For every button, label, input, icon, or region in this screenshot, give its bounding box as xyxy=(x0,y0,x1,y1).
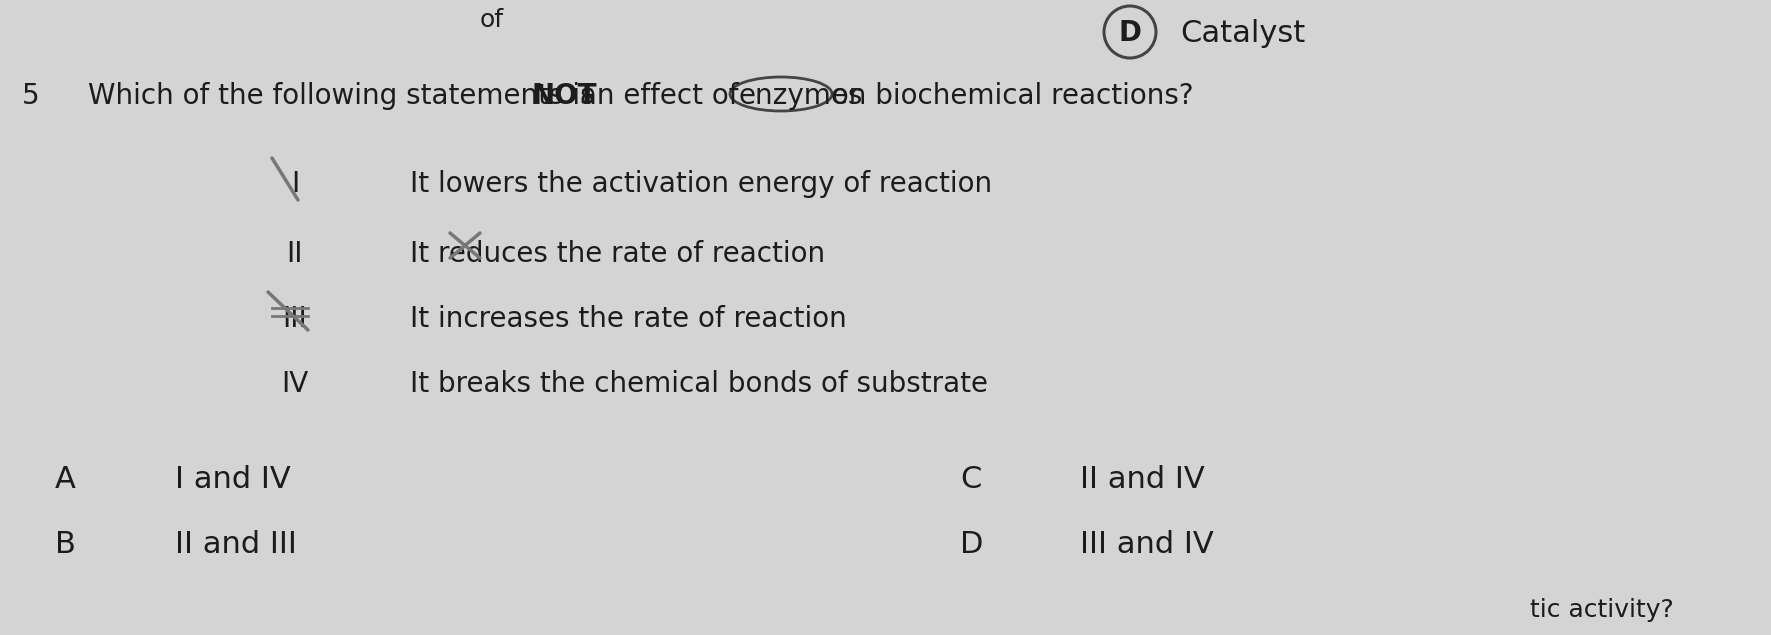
Text: It breaks the chemical bonds of substrate: It breaks the chemical bonds of substrat… xyxy=(411,370,988,398)
Text: C: C xyxy=(960,465,981,494)
Text: Catalyst: Catalyst xyxy=(1179,18,1305,48)
Text: III and IV: III and IV xyxy=(1080,530,1213,559)
Text: enzymes: enzymes xyxy=(739,82,864,110)
Text: B: B xyxy=(55,530,76,559)
Text: A: A xyxy=(55,465,76,494)
Text: III: III xyxy=(283,305,308,333)
Text: II: II xyxy=(287,240,303,268)
Text: tic activity?: tic activity? xyxy=(1530,598,1674,622)
Text: an effect of: an effect of xyxy=(570,82,747,110)
Text: It lowers the activation energy of reaction: It lowers the activation energy of react… xyxy=(411,170,992,198)
Text: Which of the following statements is: Which of the following statements is xyxy=(89,82,604,110)
Text: II and III: II and III xyxy=(175,530,298,559)
Text: I: I xyxy=(290,170,299,198)
Text: 5: 5 xyxy=(21,82,39,110)
Text: II and IV: II and IV xyxy=(1080,465,1204,494)
Text: It increases the rate of reaction: It increases the rate of reaction xyxy=(411,305,847,333)
Text: D: D xyxy=(960,530,983,559)
Text: NOT: NOT xyxy=(531,82,597,110)
Text: D: D xyxy=(1119,19,1142,47)
Text: on biochemical reactions?: on biochemical reactions? xyxy=(824,82,1194,110)
Text: IV: IV xyxy=(282,370,308,398)
Text: of: of xyxy=(480,8,505,32)
Text: I and IV: I and IV xyxy=(175,465,290,494)
Text: It reduces the rate of reaction: It reduces the rate of reaction xyxy=(411,240,825,268)
